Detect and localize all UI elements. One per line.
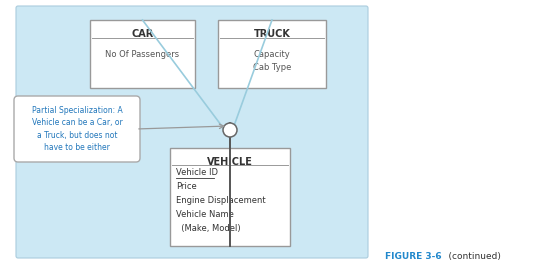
Text: TRUCK: TRUCK [253, 29, 291, 39]
Text: Vehicle ID: Vehicle ID [176, 168, 218, 177]
Text: Capacity: Capacity [253, 50, 291, 59]
FancyBboxPatch shape [16, 6, 368, 258]
Text: Price: Price [176, 182, 197, 191]
Text: (continued): (continued) [437, 252, 501, 261]
FancyBboxPatch shape [170, 148, 290, 246]
Circle shape [223, 123, 237, 137]
Text: No Of Passengers: No Of Passengers [105, 50, 179, 59]
Text: CAR: CAR [132, 29, 154, 39]
FancyBboxPatch shape [14, 96, 140, 162]
Text: VEHICLE: VEHICLE [207, 157, 253, 167]
Text: Partial Specialization: A
Vehicle can be a Car, or
a Truck, but does not
have to: Partial Specialization: A Vehicle can be… [32, 106, 122, 152]
Text: Cab Type: Cab Type [253, 63, 291, 72]
Text: FIGURE 3-6: FIGURE 3-6 [385, 252, 441, 261]
FancyBboxPatch shape [90, 20, 195, 88]
Text: Vehicle Name: Vehicle Name [176, 210, 234, 219]
FancyBboxPatch shape [218, 20, 326, 88]
Text: (Make, Model): (Make, Model) [176, 224, 241, 233]
Text: Engine Displacement: Engine Displacement [176, 196, 266, 205]
